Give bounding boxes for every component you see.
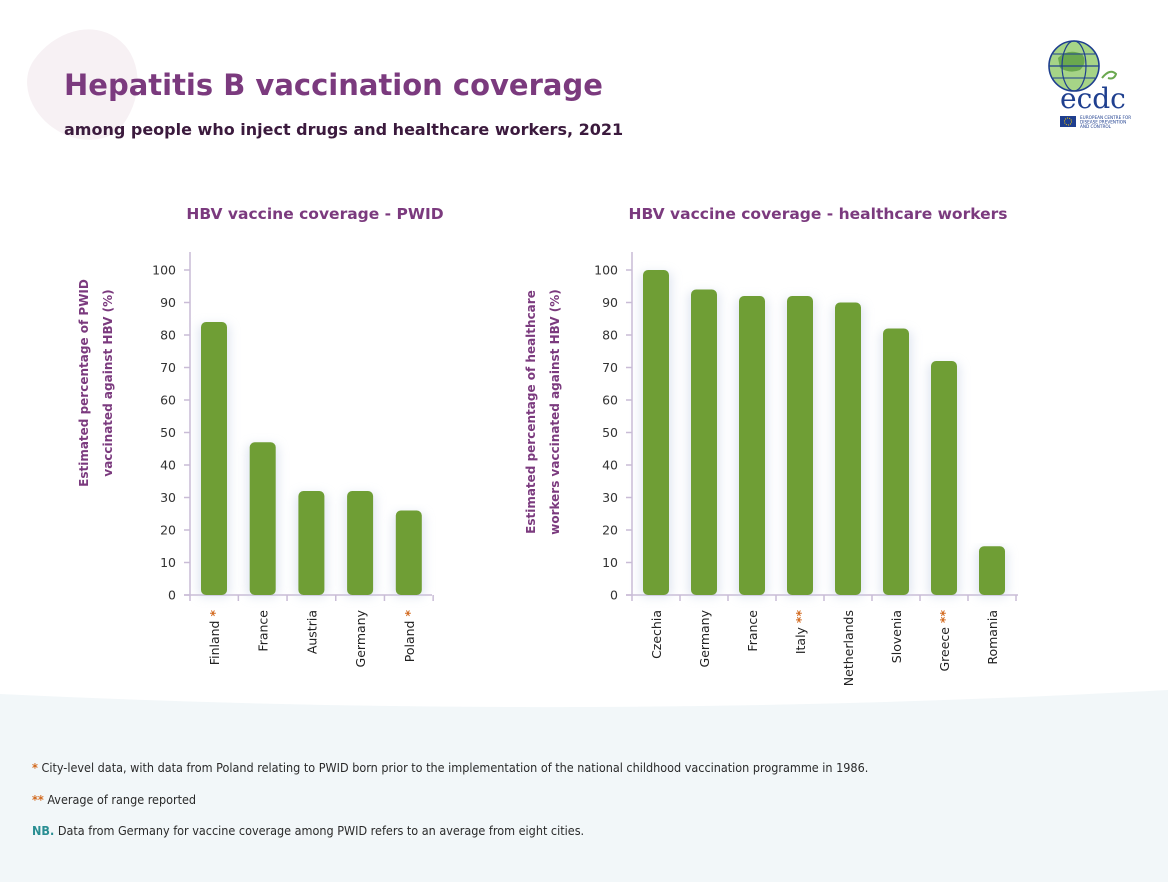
footer-background xyxy=(0,690,1168,882)
y-tick-label: 90 xyxy=(160,295,176,310)
y-tick-label: 70 xyxy=(602,360,618,375)
footnote-marker: * xyxy=(32,760,38,775)
y-tick-label: 80 xyxy=(160,328,176,343)
bar-poland xyxy=(395,510,422,595)
y-tick-label: 50 xyxy=(602,425,618,440)
footnote-marker: ** xyxy=(32,792,44,807)
chart-title: HBV vaccine coverage - PWID xyxy=(186,205,443,223)
x-tick-label: Germany xyxy=(697,609,712,667)
y-tick-label: 10 xyxy=(602,555,618,570)
bar-finland xyxy=(201,322,227,595)
bar-slovenia xyxy=(883,328,909,595)
x-tick-marker: * xyxy=(207,610,222,617)
bar-romania xyxy=(979,546,1005,595)
y-axis-label: Estimated percentage of healthcare xyxy=(524,290,538,534)
page-subtitle: among people who inject drugs and health… xyxy=(64,120,624,139)
bar-france xyxy=(739,296,765,595)
charts-area: HBV vaccine coverage - PWID Estimated per… xyxy=(77,205,1018,686)
x-tick-label: Romania xyxy=(985,610,1000,665)
y-tick-label: 40 xyxy=(160,458,176,473)
eu-flag-icon xyxy=(1060,116,1076,127)
bar-czechia xyxy=(643,270,669,595)
y-axis-label: workers vaccinated against HBV (%) xyxy=(548,289,562,534)
x-tick-label: Germany xyxy=(353,609,368,667)
x-tick-label: Greece ** xyxy=(937,610,952,672)
ecdc-logo: ecdc EUROPEAN CENTRE FOR DISEASE PREVENT… xyxy=(1048,40,1131,129)
y-tick-label: 0 xyxy=(610,588,618,603)
y-tick-label: 30 xyxy=(160,490,176,505)
page-title: Hepatitis B vaccination coverage xyxy=(64,68,603,102)
logo-caption-2: DISEASE PREVENTION xyxy=(1080,120,1126,125)
x-tick-label: Poland * xyxy=(402,610,417,663)
bar-greece xyxy=(931,361,957,595)
x-tick-marker: ** xyxy=(793,610,808,624)
footnote-nb-germany: NB. Data from Germany for vaccine covera… xyxy=(32,823,584,838)
footnote-average-range: ** Average of range reported xyxy=(32,792,196,807)
y-axis-label: Estimated percentage of PWID xyxy=(77,279,91,487)
footnote-text: Data from Germany for vaccine coverage a… xyxy=(57,823,585,838)
y-tick-label: 80 xyxy=(602,328,618,343)
y-tick-label: 0 xyxy=(168,588,176,603)
y-tick-label: 30 xyxy=(602,490,618,505)
footnote-text: Average of range reported xyxy=(47,792,197,807)
y-tick-label: 60 xyxy=(160,393,176,408)
logo-caption-3: AND CONTROL xyxy=(1080,124,1112,129)
x-tick-label: France xyxy=(256,610,271,652)
bar-austria xyxy=(298,491,325,595)
logo-wordmark: ecdc xyxy=(1060,82,1126,115)
x-tick-marker: ** xyxy=(937,610,952,624)
bar-france xyxy=(249,442,276,595)
chart-title: HBV vaccine coverage - healthcare worker… xyxy=(629,205,1008,223)
x-tick-label: Italy ** xyxy=(793,610,808,655)
y-tick-label: 40 xyxy=(602,458,618,473)
x-tick-label: Finland * xyxy=(207,610,222,666)
y-tick-label: 70 xyxy=(160,360,176,375)
y-tick-label: 50 xyxy=(160,425,176,440)
x-tick-label: Austria xyxy=(304,610,319,654)
chart-healthcare-workers: HBV vaccine coverage - healthcare worker… xyxy=(524,205,1018,686)
y-tick-label: 60 xyxy=(602,393,618,408)
y-tick-label: 20 xyxy=(160,523,176,538)
x-tick-marker: * xyxy=(402,610,417,617)
x-tick-label: Netherlands xyxy=(841,610,856,686)
bar-germany xyxy=(691,289,717,595)
logo-caption-1: EUROPEAN CENTRE FOR xyxy=(1080,115,1131,120)
bar-germany xyxy=(347,491,374,595)
chart-pwid: HBV vaccine coverage - PWID Estimated per… xyxy=(77,205,444,667)
x-tick-label: France xyxy=(745,610,760,652)
bar-italy xyxy=(787,296,813,595)
bar-netherlands xyxy=(835,302,861,595)
footnote-city-level: * City-level data, with data from Poland… xyxy=(32,760,868,775)
y-tick-label: 90 xyxy=(602,295,618,310)
x-tick-label: Czechia xyxy=(649,610,664,659)
y-tick-label: 100 xyxy=(594,263,618,278)
x-tick-label: Slovenia xyxy=(889,610,904,663)
footnote-marker: NB. xyxy=(32,823,55,838)
y-tick-label: 100 xyxy=(152,263,176,278)
y-tick-label: 10 xyxy=(160,555,176,570)
footnote-text: City-level data, with data from Poland r… xyxy=(41,760,869,775)
globe-icon xyxy=(1048,40,1118,92)
y-axis-label: vaccinated against HBV (%) xyxy=(101,289,115,476)
y-tick-label: 20 xyxy=(602,523,618,538)
